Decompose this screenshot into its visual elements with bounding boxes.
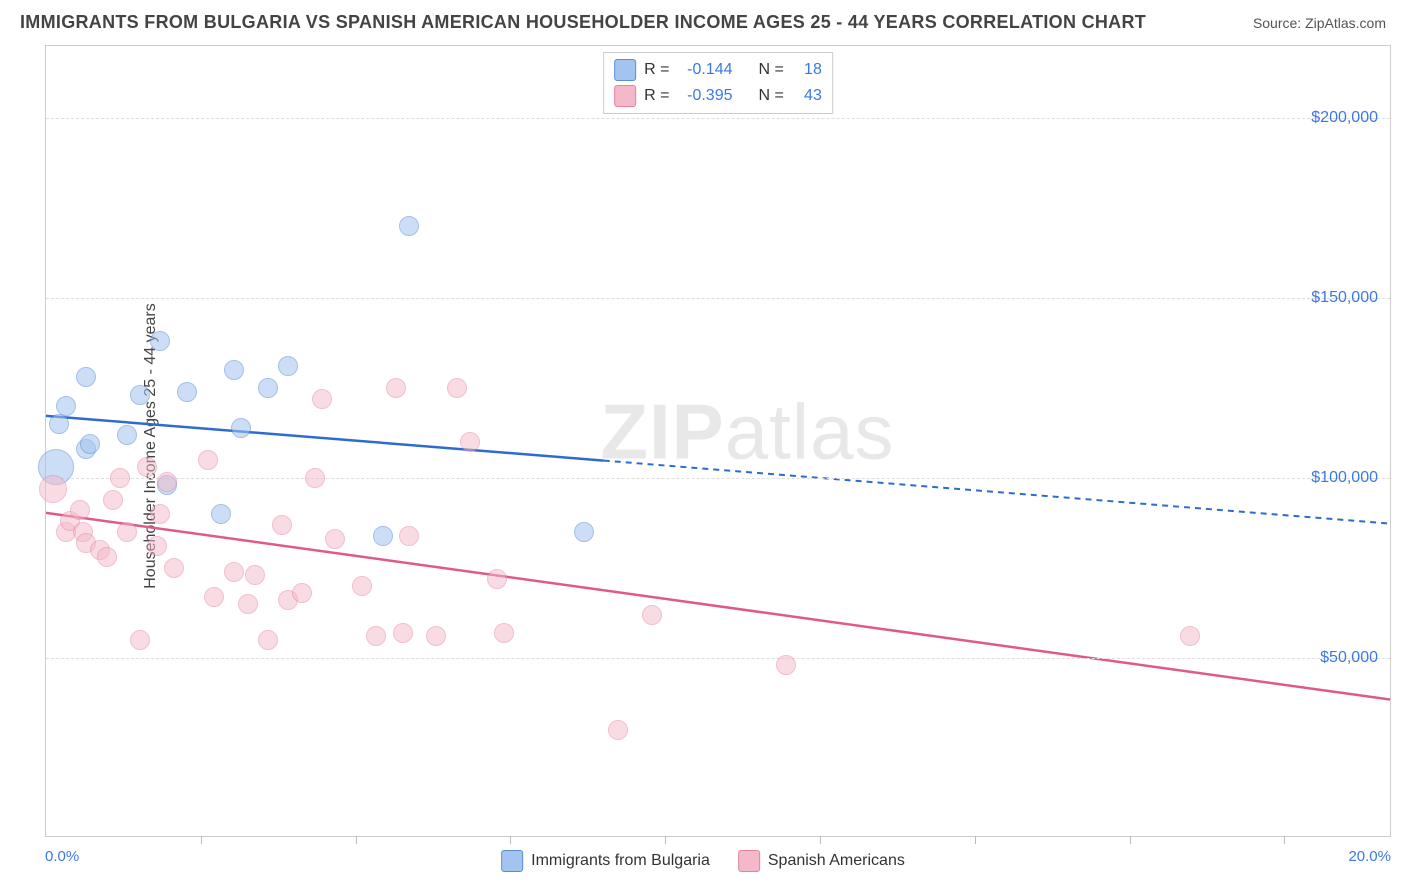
r-value: -0.144 xyxy=(678,61,733,79)
x-tick xyxy=(510,836,511,844)
scatter-point-spanish xyxy=(352,576,372,596)
n-value: 43 xyxy=(792,87,822,105)
scatter-point-spanish xyxy=(305,468,325,488)
scatter-point-spanish xyxy=(292,583,312,603)
swatch-bulgaria xyxy=(501,850,523,872)
r-label: R = xyxy=(644,61,669,79)
scatter-point-spanish xyxy=(147,536,167,556)
series-label: Spanish Americans xyxy=(768,852,905,870)
scatter-point-spanish xyxy=(164,558,184,578)
scatter-point-spanish xyxy=(608,720,628,740)
scatter-point-spanish xyxy=(494,623,514,643)
swatch-spanish xyxy=(614,85,636,107)
scatter-point-spanish xyxy=(460,432,480,452)
y-tick-label: $100,000 xyxy=(1311,469,1378,487)
scatter-point-spanish xyxy=(130,630,150,650)
watermark: ZIPatlas xyxy=(600,386,894,477)
scatter-point-spanish xyxy=(110,468,130,488)
scatter-point-bulgaria xyxy=(399,216,419,236)
n-label: N = xyxy=(759,87,784,105)
series-label: Immigrants from Bulgaria xyxy=(531,852,710,870)
series-legend-item-spanish: Spanish Americans xyxy=(738,850,905,872)
scatter-point-bulgaria xyxy=(49,414,69,434)
y-tick-label: $150,000 xyxy=(1311,289,1378,307)
x-tick xyxy=(820,836,821,844)
scatter-point-spanish xyxy=(117,522,137,542)
scatter-point-spanish xyxy=(386,378,406,398)
scatter-point-bulgaria xyxy=(130,385,150,405)
scatter-point-spanish xyxy=(204,587,224,607)
swatch-bulgaria xyxy=(614,59,636,81)
scatter-point-bulgaria xyxy=(258,378,278,398)
scatter-point-spanish xyxy=(325,529,345,549)
x-tick xyxy=(1130,836,1131,844)
scatter-point-spanish xyxy=(150,504,170,524)
scatter-chart: ZIPatlas R = -0.144 N = 18 R = -0.395 N = 43 $5… xyxy=(45,45,1391,837)
series-legend: Immigrants from Bulgaria Spanish American… xyxy=(501,850,905,872)
source-link[interactable]: ZipAtlas.com xyxy=(1305,15,1386,31)
scatter-point-spanish xyxy=(312,389,332,409)
scatter-point-spanish xyxy=(447,378,467,398)
x-tick xyxy=(665,836,666,844)
x-max-label: 20.0% xyxy=(1348,848,1391,865)
gridline xyxy=(46,118,1390,119)
scatter-point-bulgaria xyxy=(80,434,100,454)
scatter-point-spanish xyxy=(97,547,117,567)
scatter-point-spanish xyxy=(103,490,123,510)
x-tick xyxy=(1284,836,1285,844)
scatter-point-bulgaria xyxy=(574,522,594,542)
y-tick-label: $50,000 xyxy=(1320,649,1378,667)
scatter-point-spanish xyxy=(642,605,662,625)
r-label: R = xyxy=(644,87,669,105)
scatter-point-spanish xyxy=(399,526,419,546)
series-legend-item-bulgaria: Immigrants from Bulgaria xyxy=(501,850,710,872)
scatter-point-spanish xyxy=(70,500,90,520)
r-value: -0.395 xyxy=(678,87,733,105)
scatter-point-bulgaria xyxy=(56,396,76,416)
scatter-point-spanish xyxy=(776,655,796,675)
stats-legend-row-bulgaria: R = -0.144 N = 18 xyxy=(614,57,822,83)
x-min-label: 0.0% xyxy=(45,848,79,865)
scatter-point-spanish xyxy=(258,630,278,650)
scatter-point-spanish xyxy=(198,450,218,470)
scatter-point-spanish xyxy=(224,562,244,582)
stats-legend-row-spanish: R = -0.395 N = 43 xyxy=(614,83,822,109)
source-attribution: Source: ZipAtlas.com xyxy=(1253,15,1386,31)
scatter-point-bulgaria xyxy=(150,331,170,351)
y-tick-label: $200,000 xyxy=(1311,109,1378,127)
gridline xyxy=(46,658,1390,659)
scatter-point-spanish xyxy=(366,626,386,646)
scatter-point-spanish xyxy=(393,623,413,643)
scatter-point-spanish xyxy=(137,457,157,477)
scatter-point-bulgaria xyxy=(224,360,244,380)
scatter-point-spanish xyxy=(238,594,258,614)
scatter-point-bulgaria xyxy=(117,425,137,445)
x-tick xyxy=(201,836,202,844)
scatter-point-bulgaria xyxy=(76,367,96,387)
scatter-point-spanish xyxy=(245,565,265,585)
scatter-point-spanish xyxy=(426,626,446,646)
scatter-point-bulgaria xyxy=(211,504,231,524)
scatter-point-bulgaria xyxy=(373,526,393,546)
scatter-point-bulgaria xyxy=(177,382,197,402)
scatter-point-bulgaria xyxy=(231,418,251,438)
gridline xyxy=(46,478,1390,479)
scatter-point-spanish xyxy=(487,569,507,589)
scatter-point-spanish xyxy=(157,472,177,492)
scatter-point-spanish xyxy=(272,515,292,535)
stats-legend: R = -0.144 N = 18 R = -0.395 N = 43 xyxy=(603,52,833,114)
chart-title: IMMIGRANTS FROM BULGARIA VS SPANISH AMER… xyxy=(20,12,1146,33)
scatter-point-bulgaria xyxy=(278,356,298,376)
scatter-point-spanish xyxy=(39,475,67,503)
x-tick xyxy=(975,836,976,844)
gridline xyxy=(46,298,1390,299)
x-tick xyxy=(356,836,357,844)
scatter-point-spanish xyxy=(1180,626,1200,646)
n-label: N = xyxy=(759,61,784,79)
swatch-spanish xyxy=(738,850,760,872)
n-value: 18 xyxy=(792,61,822,79)
regression-line-dashed-bulgaria xyxy=(604,461,1390,524)
